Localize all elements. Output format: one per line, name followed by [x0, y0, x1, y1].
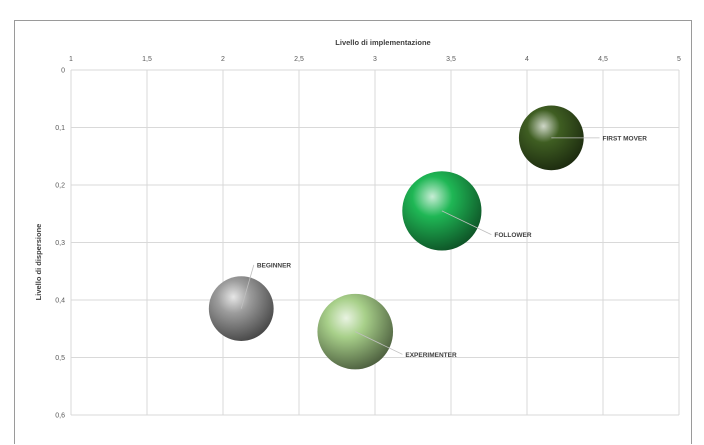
leader-line — [240, 264, 255, 309]
bubble-label: EXPERIMENTER — [405, 352, 457, 359]
x-tick-label: 4 — [525, 56, 529, 63]
y-tick-labels: 0 0,1 0,2 0,3 0,4 0,5 0,6 — [55, 68, 65, 420]
x-axis-title: Livello di implementazione — [335, 38, 430, 47]
y-tick-label: 0,4 — [55, 298, 65, 305]
bubble-chart: 1 1,5 2 2,5 3 3,5 4 4,5 5 0 0,1 0,2 0,3 0,4 0,5 0,6 Li… — [34, 38, 681, 420]
x-tick-label: 3,5 — [446, 56, 456, 63]
y-axis-title: Livello di dispersione — [34, 224, 43, 301]
y-tick-label: 0,6 — [55, 413, 65, 420]
y-tick-label: 0,5 — [55, 355, 65, 362]
leader-line — [355, 331, 403, 355]
leader-line — [441, 210, 492, 235]
y-tick-label: 0,3 — [55, 240, 65, 247]
chart-frame: 1 1,5 2 2,5 3 3,5 4 4,5 5 0 0,1 0,2 0,3 0,4 0,5 0,6 Li… — [14, 20, 692, 444]
y-tick-label: 0 — [61, 68, 65, 75]
x-tick-label: 2,5 — [294, 56, 304, 63]
x-tick-label: 2 — [221, 56, 225, 63]
x-tick-label: 3 — [373, 56, 377, 63]
bubble-label: FIRST MOVER — [603, 135, 648, 142]
bubble-label: BEGINNER — [257, 262, 292, 269]
x-tick-label: 4,5 — [598, 56, 608, 63]
x-tick-label: 5 — [677, 56, 681, 63]
y-tick-label: 0,1 — [55, 125, 65, 132]
bubble-labels: BEGINNER EXPERIMENTER FOLLOWER FIRST MOVER — [240, 135, 648, 359]
x-tick-label: 1 — [69, 56, 73, 63]
x-tick-labels: 1 1,5 2 2,5 3 3,5 4 4,5 5 — [69, 56, 681, 63]
y-tick-label: 0,2 — [55, 183, 65, 190]
x-tick-label: 1,5 — [142, 56, 152, 63]
bubble-label: FOLLOWER — [494, 232, 531, 239]
